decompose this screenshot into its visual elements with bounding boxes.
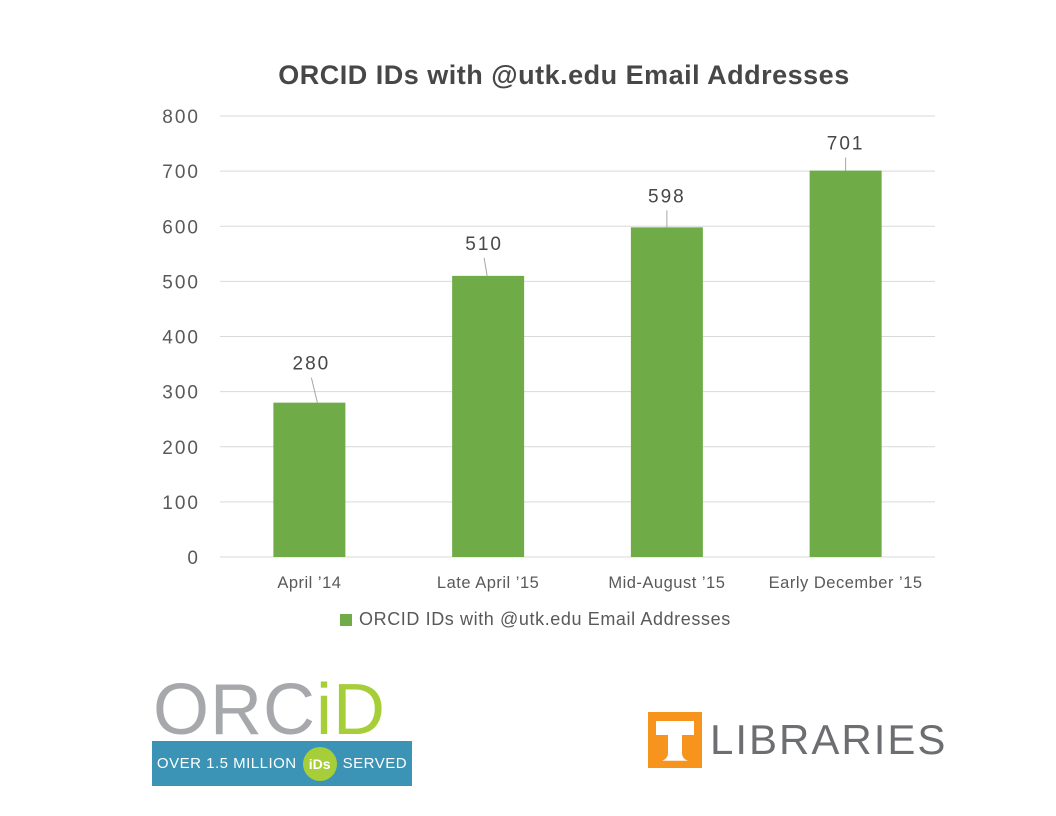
orcid-wordmark-gray: ORC (153, 670, 316, 750)
power-t-icon (648, 712, 702, 768)
x-axis-category-label: Late April ’15 (437, 574, 539, 592)
chart-title: ORCID IDs with @utk.edu Email Addresses (278, 60, 850, 90)
bar-value-label: 280 (293, 354, 331, 375)
bar-value-label: 701 (827, 134, 865, 155)
legend-label: ORCID IDs with @utk.edu Email Addresses (359, 609, 731, 629)
bar-chart: 0 100 200 300 400 500 600 700 800 280 April ’14 510… (162, 107, 935, 592)
x-axis-category-label: Early December ’15 (769, 574, 923, 592)
bar (809, 170, 882, 558)
orcid-wordmark-green: iD (316, 670, 386, 750)
legend-swatch-icon (340, 613, 352, 626)
x-axis-category-label: April ’14 (277, 574, 341, 592)
y-axis-tick-label: 300 (162, 383, 200, 404)
value-leader-line (310, 377, 318, 403)
legend: ORCID IDs with @utk.edu Email Addresses (340, 609, 731, 630)
x-axis-category-label: Mid-August ’15 (608, 574, 725, 592)
y-axis-tick-label: 500 (162, 272, 200, 293)
y-axis-tick-label: 200 (162, 438, 200, 459)
orcid-banner-prefix: OVER 1.5 MILLION (156, 755, 297, 772)
orcid-banner-suffix: SERVED (342, 755, 408, 772)
y-axis-tick-label: 600 (162, 217, 200, 238)
orcid-wordmark: ORCiD (153, 674, 386, 746)
bar-value-label: 598 (648, 186, 686, 207)
y-axis-tick-label: 100 (162, 493, 200, 514)
bar (273, 402, 346, 557)
y-axis-tick-label: 800 (162, 107, 200, 128)
bar (452, 275, 525, 557)
ids-badge-icon: iDs (302, 746, 337, 781)
bar (630, 227, 703, 558)
bar-value-label: 510 (465, 234, 503, 255)
libraries-wordmark: LIBRARIES (710, 716, 948, 763)
y-axis-tick-label: 400 (162, 328, 200, 349)
value-leader-line (483, 257, 488, 276)
orcid-banner: OVER 1.5 MILLION iDs SERVED (152, 741, 412, 786)
y-axis-tick-label: 700 (162, 162, 200, 183)
y-axis-tick-label: 0 (187, 548, 200, 569)
